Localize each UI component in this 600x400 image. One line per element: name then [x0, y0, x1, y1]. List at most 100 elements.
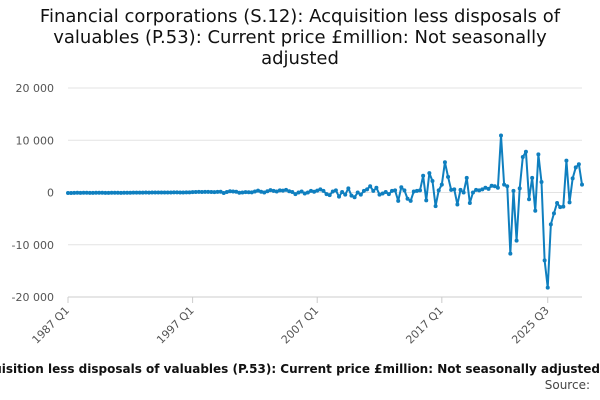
data-point	[215, 189, 220, 194]
series-group	[66, 133, 584, 290]
data-point	[414, 188, 419, 193]
data-point	[312, 189, 317, 194]
data-point	[122, 190, 127, 195]
data-point	[502, 182, 507, 187]
data-point	[243, 190, 248, 195]
data-point	[134, 190, 139, 195]
data-point	[436, 188, 441, 193]
data-point	[346, 186, 351, 191]
data-point	[573, 165, 578, 170]
data-point	[361, 188, 366, 193]
data-point	[508, 251, 513, 256]
data-point	[112, 190, 117, 195]
data-point	[290, 189, 295, 194]
data-point	[168, 190, 173, 195]
data-point	[399, 185, 404, 190]
data-point	[343, 192, 348, 197]
data-point	[561, 204, 566, 209]
data-point	[527, 197, 532, 202]
data-point	[103, 190, 108, 195]
data-point	[368, 184, 373, 189]
data-point	[246, 190, 251, 195]
data-point	[150, 190, 155, 195]
data-point	[187, 190, 192, 195]
data-point	[146, 190, 151, 195]
data-point	[156, 190, 161, 195]
data-point	[72, 190, 77, 195]
data-point	[131, 190, 136, 195]
data-point	[308, 188, 313, 193]
data-point	[337, 194, 342, 199]
data-point	[530, 175, 535, 180]
data-point	[536, 152, 541, 157]
source-label: Source:	[544, 378, 590, 392]
data-point	[539, 180, 544, 185]
data-point	[449, 187, 454, 192]
data-point	[480, 187, 485, 192]
x-tick-label: 1987 Q1	[30, 304, 73, 347]
data-point	[358, 192, 363, 197]
data-point	[411, 189, 416, 194]
data-point	[87, 190, 92, 195]
data-point	[349, 193, 354, 198]
data-point	[274, 189, 279, 194]
data-point	[128, 190, 133, 195]
data-point	[305, 190, 310, 195]
data-point	[280, 188, 285, 193]
data-point	[570, 176, 575, 181]
data-point	[175, 190, 180, 195]
data-point	[100, 190, 105, 195]
data-point	[452, 187, 457, 192]
data-point	[386, 192, 391, 197]
y-tick-label: 10 000	[16, 134, 55, 147]
legend: Financial corporations (S.12): Acquisiti…	[0, 362, 600, 378]
data-point	[90, 190, 95, 195]
data-point	[492, 184, 497, 189]
data-point	[330, 189, 335, 194]
data-point	[227, 189, 232, 194]
data-point	[109, 190, 114, 195]
data-point	[296, 190, 301, 195]
data-point	[66, 191, 70, 196]
data-point	[302, 191, 307, 196]
data-point	[551, 211, 556, 216]
data-point	[231, 189, 236, 194]
data-point	[461, 190, 466, 195]
data-point	[69, 190, 74, 195]
data-point	[567, 200, 572, 205]
data-point	[240, 190, 245, 195]
data-point	[78, 190, 83, 195]
data-point	[271, 188, 276, 193]
data-point	[421, 173, 426, 178]
data-point	[458, 187, 463, 192]
data-point	[221, 191, 226, 196]
data-point	[467, 200, 472, 205]
data-point	[511, 188, 516, 193]
data-point	[199, 190, 204, 195]
data-point	[97, 190, 102, 195]
data-point	[442, 160, 447, 165]
data-point	[125, 190, 130, 195]
data-point	[234, 189, 239, 194]
data-point	[477, 188, 482, 193]
data-point	[383, 189, 388, 194]
data-point	[327, 193, 332, 198]
data-point	[402, 188, 407, 193]
data-point	[315, 188, 320, 193]
data-point	[140, 190, 145, 195]
data-point	[489, 183, 494, 188]
data-point	[405, 196, 410, 201]
data-point	[321, 188, 326, 193]
data-point	[299, 189, 304, 194]
data-point	[424, 198, 429, 203]
data-point	[545, 285, 550, 290]
data-point	[256, 188, 261, 193]
data-point	[505, 184, 510, 189]
data-point	[178, 190, 183, 195]
data-point	[115, 190, 120, 195]
data-point	[259, 189, 264, 194]
data-point	[324, 192, 329, 197]
data-point	[237, 190, 242, 195]
y-tick-label: -10 000	[12, 239, 54, 252]
